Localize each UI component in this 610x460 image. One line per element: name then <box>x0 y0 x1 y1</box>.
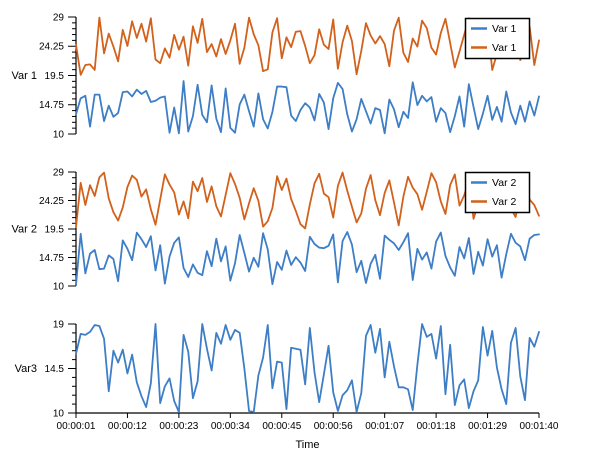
x-axis-labels: 00:00:01 00:00:12 00:00:23 00:00:34 00:0… <box>57 421 559 451</box>
row-label-var3: Var3 <box>15 363 37 375</box>
legend-var1: Var 1 Var 1 <box>464 17 531 60</box>
y-tick-label: 29 <box>53 168 65 179</box>
x-tick-label: 00:00:45 <box>262 421 301 432</box>
x-tick-label: 00:00:34 <box>211 421 250 432</box>
subplot-var2-labels: Var 2 10 14.75 19.5 24.25 29 <box>12 168 65 293</box>
row-label-var1: Var 1 <box>12 70 37 82</box>
y-tick-label: 24.25 <box>39 196 64 207</box>
legend-entry-label: Var 2 <box>492 177 516 189</box>
series-line-blue-var-1 <box>75 80 540 135</box>
legend-var2: Var 2 Var 2 <box>464 171 531 214</box>
y-tick-label: 10 <box>53 409 65 420</box>
y-tick-label: 14.75 <box>39 253 64 264</box>
legend-entry-label: Var 1 <box>492 23 516 35</box>
legend-box <box>464 171 531 214</box>
y-tick-label: 24.25 <box>39 42 64 53</box>
x-tick-label: 00:01:18 <box>417 421 456 432</box>
y-tick-label: 29 <box>53 13 65 24</box>
subplot-var3-labels: Var3 10 14.5 19 <box>15 320 65 420</box>
x-tick-label: 00:00:12 <box>108 421 147 432</box>
y-tick-label: 19.5 <box>45 225 65 236</box>
legend-box <box>464 17 531 60</box>
x-tick-label: 00:00:23 <box>159 421 198 432</box>
y-tick-label: 19.5 <box>45 71 65 82</box>
series-line-orange-var-1 <box>75 16 540 76</box>
x-tick-label: 00:00:56 <box>314 421 353 432</box>
y-tick-label: 19 <box>53 320 65 331</box>
legend-entry-label: Var 1 <box>492 42 516 54</box>
x-tick-label: 00:00:01 <box>57 421 96 432</box>
x-tick-label: 00:01:40 <box>520 421 559 432</box>
x-axis-title: Time <box>295 439 319 451</box>
y-tick-label: 10 <box>53 130 65 141</box>
series-line-orange-var-2 <box>75 171 540 230</box>
subplot-var1-labels: Var 1 10 14.75 19.5 24.25 29 <box>12 13 65 141</box>
x-tick-label: 00:01:29 <box>468 421 507 432</box>
legend-entry-label: Var 2 <box>492 196 516 208</box>
y-tick-label: 14.75 <box>39 100 64 111</box>
series-line-blue-var3 <box>75 323 540 413</box>
subplot-var1 <box>68 16 540 135</box>
y-tick-label: 10 <box>53 282 65 293</box>
y-tick-label: 14.5 <box>45 364 65 375</box>
subplot-var2 <box>68 171 540 287</box>
series-line-blue-var-2 <box>75 231 540 286</box>
x-tick-label: 00:01:07 <box>365 421 404 432</box>
subplot-var3 <box>68 323 540 418</box>
row-label-var2: Var 2 <box>12 224 37 236</box>
